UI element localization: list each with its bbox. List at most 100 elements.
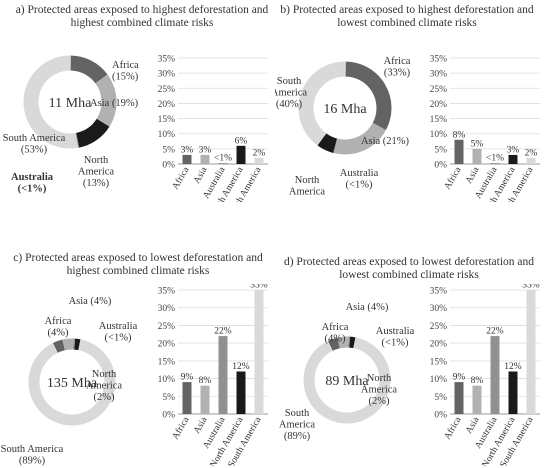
- y-tick-label: 0%: [434, 161, 447, 171]
- y-tick-label: 15%: [158, 115, 176, 125]
- bar-value-label-asia: 5%: [471, 139, 484, 149]
- panel-b-title: b) Protected areas exposed to highest de…: [280, 4, 534, 29]
- bar-value-label-south-america: 2%: [525, 148, 538, 158]
- y-tick-label: 35%: [430, 55, 448, 65]
- donut-label-south-america: South America (53%): [3, 133, 66, 156]
- bar-north-america: [508, 154, 518, 164]
- donut-label-australia: Australia (<1%): [99, 321, 138, 344]
- bar-africa: [454, 382, 464, 414]
- y-tick-label: 25%: [430, 85, 448, 95]
- donut-label-australia: Australia (<1%): [376, 326, 415, 349]
- bar-asia: [472, 148, 482, 164]
- bar-australia: [218, 336, 228, 414]
- donut-label-africa: Africa (4%): [45, 316, 72, 339]
- bar-australia: [490, 336, 500, 414]
- donut-slice-africa: [344, 61, 392, 131]
- bar-north-america: [508, 371, 518, 414]
- donut-label-asia: Asia (4%): [346, 302, 389, 313]
- donut-slice-north-america: [317, 133, 338, 153]
- bar-value-label-australia: 22%: [214, 327, 232, 337]
- panel-d-donut: 89 Mha Africa (4%) Asia (4%) Australia (<1%) N…: [279, 302, 415, 442]
- bar-value-label-australia: <1%: [214, 154, 232, 164]
- donut-label-africa: Africa (33%): [384, 56, 411, 79]
- bar-value-label-africa: 9%: [181, 373, 194, 383]
- donut-center-label: 16 Mha: [323, 102, 367, 117]
- panel-d-title: d) Protected areas exposed to lowest def…: [283, 256, 535, 281]
- donut-label-asia: Asia (19%): [90, 98, 139, 109]
- bar-north-america: [236, 145, 246, 164]
- y-tick-label: 0%: [162, 161, 175, 171]
- donut-label-asia: Asia (4%): [69, 296, 112, 307]
- panel-a-bars: 0%5%10%15%20%25%30%35%3%Africa3%Asia<1%A…: [158, 55, 268, 202]
- y-tick-label: 15%: [430, 357, 448, 367]
- bar-south-america: [254, 290, 264, 414]
- y-tick-label: 15%: [430, 115, 448, 125]
- y-tick-label: 0%: [162, 411, 175, 421]
- x-tick-label-asia: Asia: [464, 165, 482, 186]
- donut-label-australia: Australia (<1%): [340, 168, 379, 191]
- y-tick-label: 20%: [158, 340, 176, 350]
- bar-south-america: [254, 157, 264, 164]
- y-tick-label: 20%: [430, 100, 448, 110]
- bar-value-label-north-america: 12%: [232, 362, 250, 372]
- y-tick-label: 30%: [158, 304, 176, 314]
- y-tick-label: 30%: [430, 70, 448, 80]
- donut-slice-asia: [95, 74, 117, 127]
- bar-asia: [472, 385, 482, 414]
- bar-value-label-australia: 22%: [486, 327, 504, 337]
- bar-value-label-south-america: 35%: [522, 284, 540, 291]
- panel-a-donut: 11 Mha Africa (15%) Asia (19%) North America(…: [3, 54, 139, 195]
- donut-slice-north-america: [349, 336, 356, 349]
- y-tick-label: 5%: [162, 145, 175, 155]
- bar-value-label-africa: 8%: [453, 130, 466, 140]
- x-tick-label-asia: Asia: [192, 165, 210, 186]
- bar-south-america: [526, 157, 536, 164]
- y-tick-label: 5%: [434, 145, 447, 155]
- y-tick-label: 25%: [158, 85, 176, 95]
- donut-slice-asia: [333, 122, 386, 155]
- donut-label-south-america: South America (89%): [279, 408, 315, 442]
- donut-slice-north-america: [74, 338, 81, 351]
- panel-c-title: c) Protected areas exposed to lowest def…: [13, 252, 263, 277]
- donut-slice-south-america: [23, 55, 79, 149]
- donut-label-north-america: North America (13%): [78, 155, 114, 189]
- panel-c-bars: 0%5%10%15%20%25%30%35%9%Africa8%Asia22%A…: [158, 284, 268, 466]
- panel-a-title: a) Protected areas exposed to highest de…: [15, 4, 269, 29]
- x-tick-label-asia: Asia: [464, 415, 482, 436]
- bar-asia: [200, 385, 210, 414]
- y-tick-label: 10%: [158, 375, 176, 385]
- x-tick-label-asia: Asia: [192, 415, 210, 436]
- y-tick-label: 5%: [162, 393, 175, 403]
- donut-label-north-america: North America (2%): [86, 369, 122, 403]
- bar-value-label-north-america: 3%: [507, 145, 520, 155]
- bar-africa: [182, 154, 192, 164]
- y-tick-label: 5%: [434, 393, 447, 403]
- panel-d-bars: 0%5%10%15%20%25%30%35%9%Africa8%Asia22%A…: [430, 284, 540, 466]
- bar-south-america: [526, 290, 536, 414]
- bar-africa: [454, 139, 464, 164]
- y-tick-label: 20%: [158, 100, 176, 110]
- y-tick-label: 30%: [430, 304, 448, 314]
- y-tick-label: 25%: [158, 322, 176, 332]
- bar-value-label-asia: 8%: [199, 376, 212, 386]
- bar-value-label-africa: 9%: [453, 373, 466, 383]
- bar-value-label-asia: 3%: [199, 145, 212, 155]
- donut-slice-south-america: [303, 337, 391, 424]
- donut-label-south-america: South America (89%): [1, 444, 64, 467]
- donut-slice-africa: [52, 339, 66, 354]
- y-tick-label: 25%: [430, 322, 448, 332]
- bar-value-label-north-america: 12%: [504, 362, 522, 372]
- donut-slice-south-america: [298, 61, 346, 146]
- y-tick-label: 30%: [158, 70, 176, 80]
- y-tick-label: 10%: [430, 375, 448, 385]
- bar-asia: [200, 154, 210, 164]
- donut-slice-asia: [62, 338, 74, 351]
- bar-africa: [182, 382, 192, 414]
- bar-australia: [490, 163, 500, 164]
- y-tick-label: 0%: [434, 411, 447, 421]
- bar-value-label-south-america: 2%: [253, 148, 266, 158]
- bar-value-label-africa: 3%: [181, 145, 194, 155]
- donut-slice-south-america: [28, 339, 116, 426]
